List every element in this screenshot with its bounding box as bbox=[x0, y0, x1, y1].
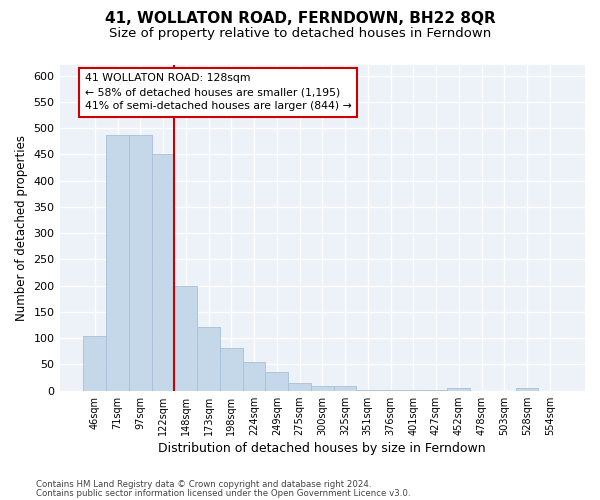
Bar bbox=[515, 388, 538, 390]
Bar bbox=[106, 135, 129, 390]
Y-axis label: Number of detached properties: Number of detached properties bbox=[15, 135, 28, 321]
Bar bbox=[448, 388, 470, 390]
Text: Contains public sector information licensed under the Open Government Licence v3: Contains public sector information licen… bbox=[36, 488, 410, 498]
Text: Size of property relative to detached houses in Ferndown: Size of property relative to detached ho… bbox=[109, 28, 491, 40]
Bar bbox=[220, 348, 242, 391]
Text: Contains HM Land Registry data © Crown copyright and database right 2024.: Contains HM Land Registry data © Crown c… bbox=[36, 480, 371, 489]
Bar bbox=[265, 372, 288, 390]
Bar bbox=[152, 154, 175, 390]
Bar bbox=[311, 386, 334, 390]
Bar bbox=[175, 286, 197, 391]
Text: 41 WOLLATON ROAD: 128sqm
← 58% of detached houses are smaller (1,195)
41% of sem: 41 WOLLATON ROAD: 128sqm ← 58% of detach… bbox=[85, 73, 352, 111]
Bar bbox=[83, 336, 106, 390]
X-axis label: Distribution of detached houses by size in Ferndown: Distribution of detached houses by size … bbox=[158, 442, 486, 455]
Text: 41, WOLLATON ROAD, FERNDOWN, BH22 8QR: 41, WOLLATON ROAD, FERNDOWN, BH22 8QR bbox=[104, 11, 496, 26]
Bar bbox=[197, 326, 220, 390]
Bar bbox=[242, 362, 265, 390]
Bar bbox=[129, 135, 152, 390]
Bar bbox=[334, 386, 356, 390]
Bar bbox=[288, 383, 311, 390]
